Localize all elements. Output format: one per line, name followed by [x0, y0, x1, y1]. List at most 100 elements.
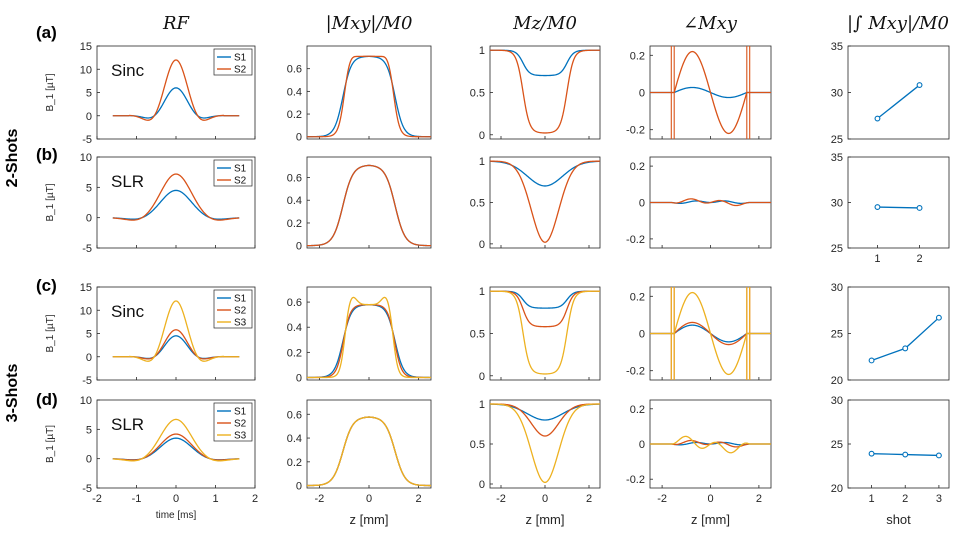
mz-d-frame	[489, 399, 601, 489]
mz-d-xtick-label: 0	[542, 493, 548, 505]
int-b-ytick-label: 35	[831, 152, 843, 164]
mxy-b-ytick-label: 0.2	[287, 218, 302, 230]
mz-b-ytick-label: 1	[479, 156, 485, 168]
int-a-axes: 25 30 35	[831, 41, 950, 146]
mz-a-frame	[489, 45, 601, 140]
mz-b-frame	[489, 156, 601, 249]
int-b-xtick-label: 1	[874, 253, 880, 265]
rf-c-ytick-label: 0	[86, 352, 92, 364]
rf-c-ytick-label: 15	[80, 282, 92, 294]
rf-d-xtick-label: -2	[92, 493, 102, 505]
rf-b-ytick-label: 10	[80, 152, 92, 164]
column-header-3: Mz/M0	[512, 13, 577, 34]
mz-c-ytick-label: 1	[479, 286, 485, 298]
mxy-d-line-S3	[307, 416, 431, 487]
int-a-frame	[847, 45, 950, 140]
rf-c-ytick-label: -5	[82, 375, 92, 387]
mxy-d-frame	[306, 399, 432, 489]
mz-b-line-S2	[490, 160, 600, 243]
int-c-point-2	[902, 345, 909, 352]
rf-b-ytick-label: 0	[86, 213, 92, 225]
mz-a-ytick-label: 0	[479, 130, 485, 142]
plot-area	[112, 173, 240, 221]
rf-b-ytick-label: -5	[82, 243, 92, 255]
int-d-ytick-label: 25	[831, 439, 843, 451]
phase-d-xtick-label: 0	[707, 493, 713, 505]
rf-b-line-S2	[112, 173, 240, 221]
plot-area	[490, 160, 600, 243]
rf-d-ytick-label: 0	[86, 454, 92, 466]
mz-d-ytick-label: 1	[479, 399, 485, 411]
phase-a-axes: -0.2 0 0.2	[626, 45, 772, 140]
rf-d-xtick-label: 1	[212, 493, 218, 505]
rf-b-ytick-label: 5	[86, 182, 92, 194]
phase-b-axes: -0.2 0 0.2	[626, 156, 772, 249]
rf-c-ytick-label: 10	[80, 305, 92, 317]
column-header-1: RF	[162, 13, 191, 34]
rf-d-line-S2	[112, 433, 240, 461]
column-header-4: ∠Mxy	[683, 13, 738, 34]
int-d-xtick-label: 3	[936, 493, 942, 505]
mz-b-ytick-label: 0	[479, 239, 485, 251]
legend-label-S2: S2	[234, 176, 247, 187]
legend-label-S1: S1	[234, 164, 247, 175]
legend-label-S1: S1	[234, 407, 247, 418]
phase-b-line-S2	[650, 198, 771, 207]
plot-area	[307, 55, 431, 138]
mz-d-ytick-label: 0.5	[470, 439, 485, 451]
mxy-c-frame	[306, 286, 432, 381]
int-b-frame	[847, 156, 950, 249]
mxy-b-ytick-label: 0.4	[287, 195, 302, 207]
mxy-d-xtick-label: 2	[416, 493, 422, 505]
rf-c-ylabel: B_1 [µT]	[45, 314, 56, 352]
mxy-a-ytick-label: 0	[296, 132, 302, 144]
mxy-a-line-S2	[307, 55, 431, 138]
panel-label-b: (b)	[36, 145, 58, 164]
plot-area	[650, 46, 771, 139]
int-b-point-1	[874, 204, 881, 211]
phase-a-line-S2	[650, 50, 771, 135]
phase-a-ytick-label: -0.2	[626, 125, 645, 137]
plot-area	[307, 416, 431, 487]
mz-c-ytick-label: 0.5	[470, 329, 485, 341]
mxy-d-xtick-label: -2	[315, 493, 325, 505]
phase-c-axes: -0.2 0 0.2	[626, 286, 772, 381]
mxy-a-ytick-label: 0.6	[287, 64, 302, 76]
rf-d-xtick-label: -1	[132, 493, 142, 505]
mz-xlabel: z [mm]	[526, 512, 565, 527]
mxy-b-ytick-label: 0.6	[287, 172, 302, 184]
int-d-point-3	[935, 452, 942, 459]
mz-a-axes: 00.51	[470, 45, 601, 142]
plot-area	[490, 49, 600, 134]
legend-label-S1: S1	[234, 294, 247, 305]
pulse-type-label-d: SLR	[111, 415, 144, 434]
plot-area	[650, 198, 771, 207]
column-header-2: |Mxy|/M0	[326, 13, 413, 34]
int-b-ytick-label: 30	[831, 198, 843, 210]
mxy-c-axes: 0 0.2 0.4 0.6	[287, 286, 432, 384]
phase-d-ytick-label: 0	[639, 439, 645, 451]
int-a-point-1	[874, 115, 881, 122]
mxy-a-ytick-label: 0.4	[287, 86, 302, 98]
int-a-ytick-label: 30	[831, 88, 843, 100]
column-headers: RF |Mxy|/M0 Mz/M0 ∠Mxy |∫ Mxy|/M0	[162, 13, 949, 34]
mz-c-axes: 00.51	[470, 286, 601, 383]
rf-b-line-S1	[112, 189, 240, 220]
rf-d-ylabel: B_1 [µT]	[45, 425, 56, 463]
mz-c-frame	[489, 286, 601, 381]
plot-area	[490, 403, 600, 484]
plot-area	[307, 164, 431, 247]
rf-xlabel: time [ms]	[156, 510, 197, 521]
rf-d-xtick-label: 0	[173, 493, 179, 505]
int-d-xtick-label: 2	[902, 493, 908, 505]
mz-a-line-S2	[490, 49, 600, 134]
mxy-c-ytick-label: 0.2	[287, 347, 302, 359]
phase-b-ytick-label: 0	[639, 198, 645, 210]
int-c-axes: 20 25 30	[831, 282, 950, 387]
